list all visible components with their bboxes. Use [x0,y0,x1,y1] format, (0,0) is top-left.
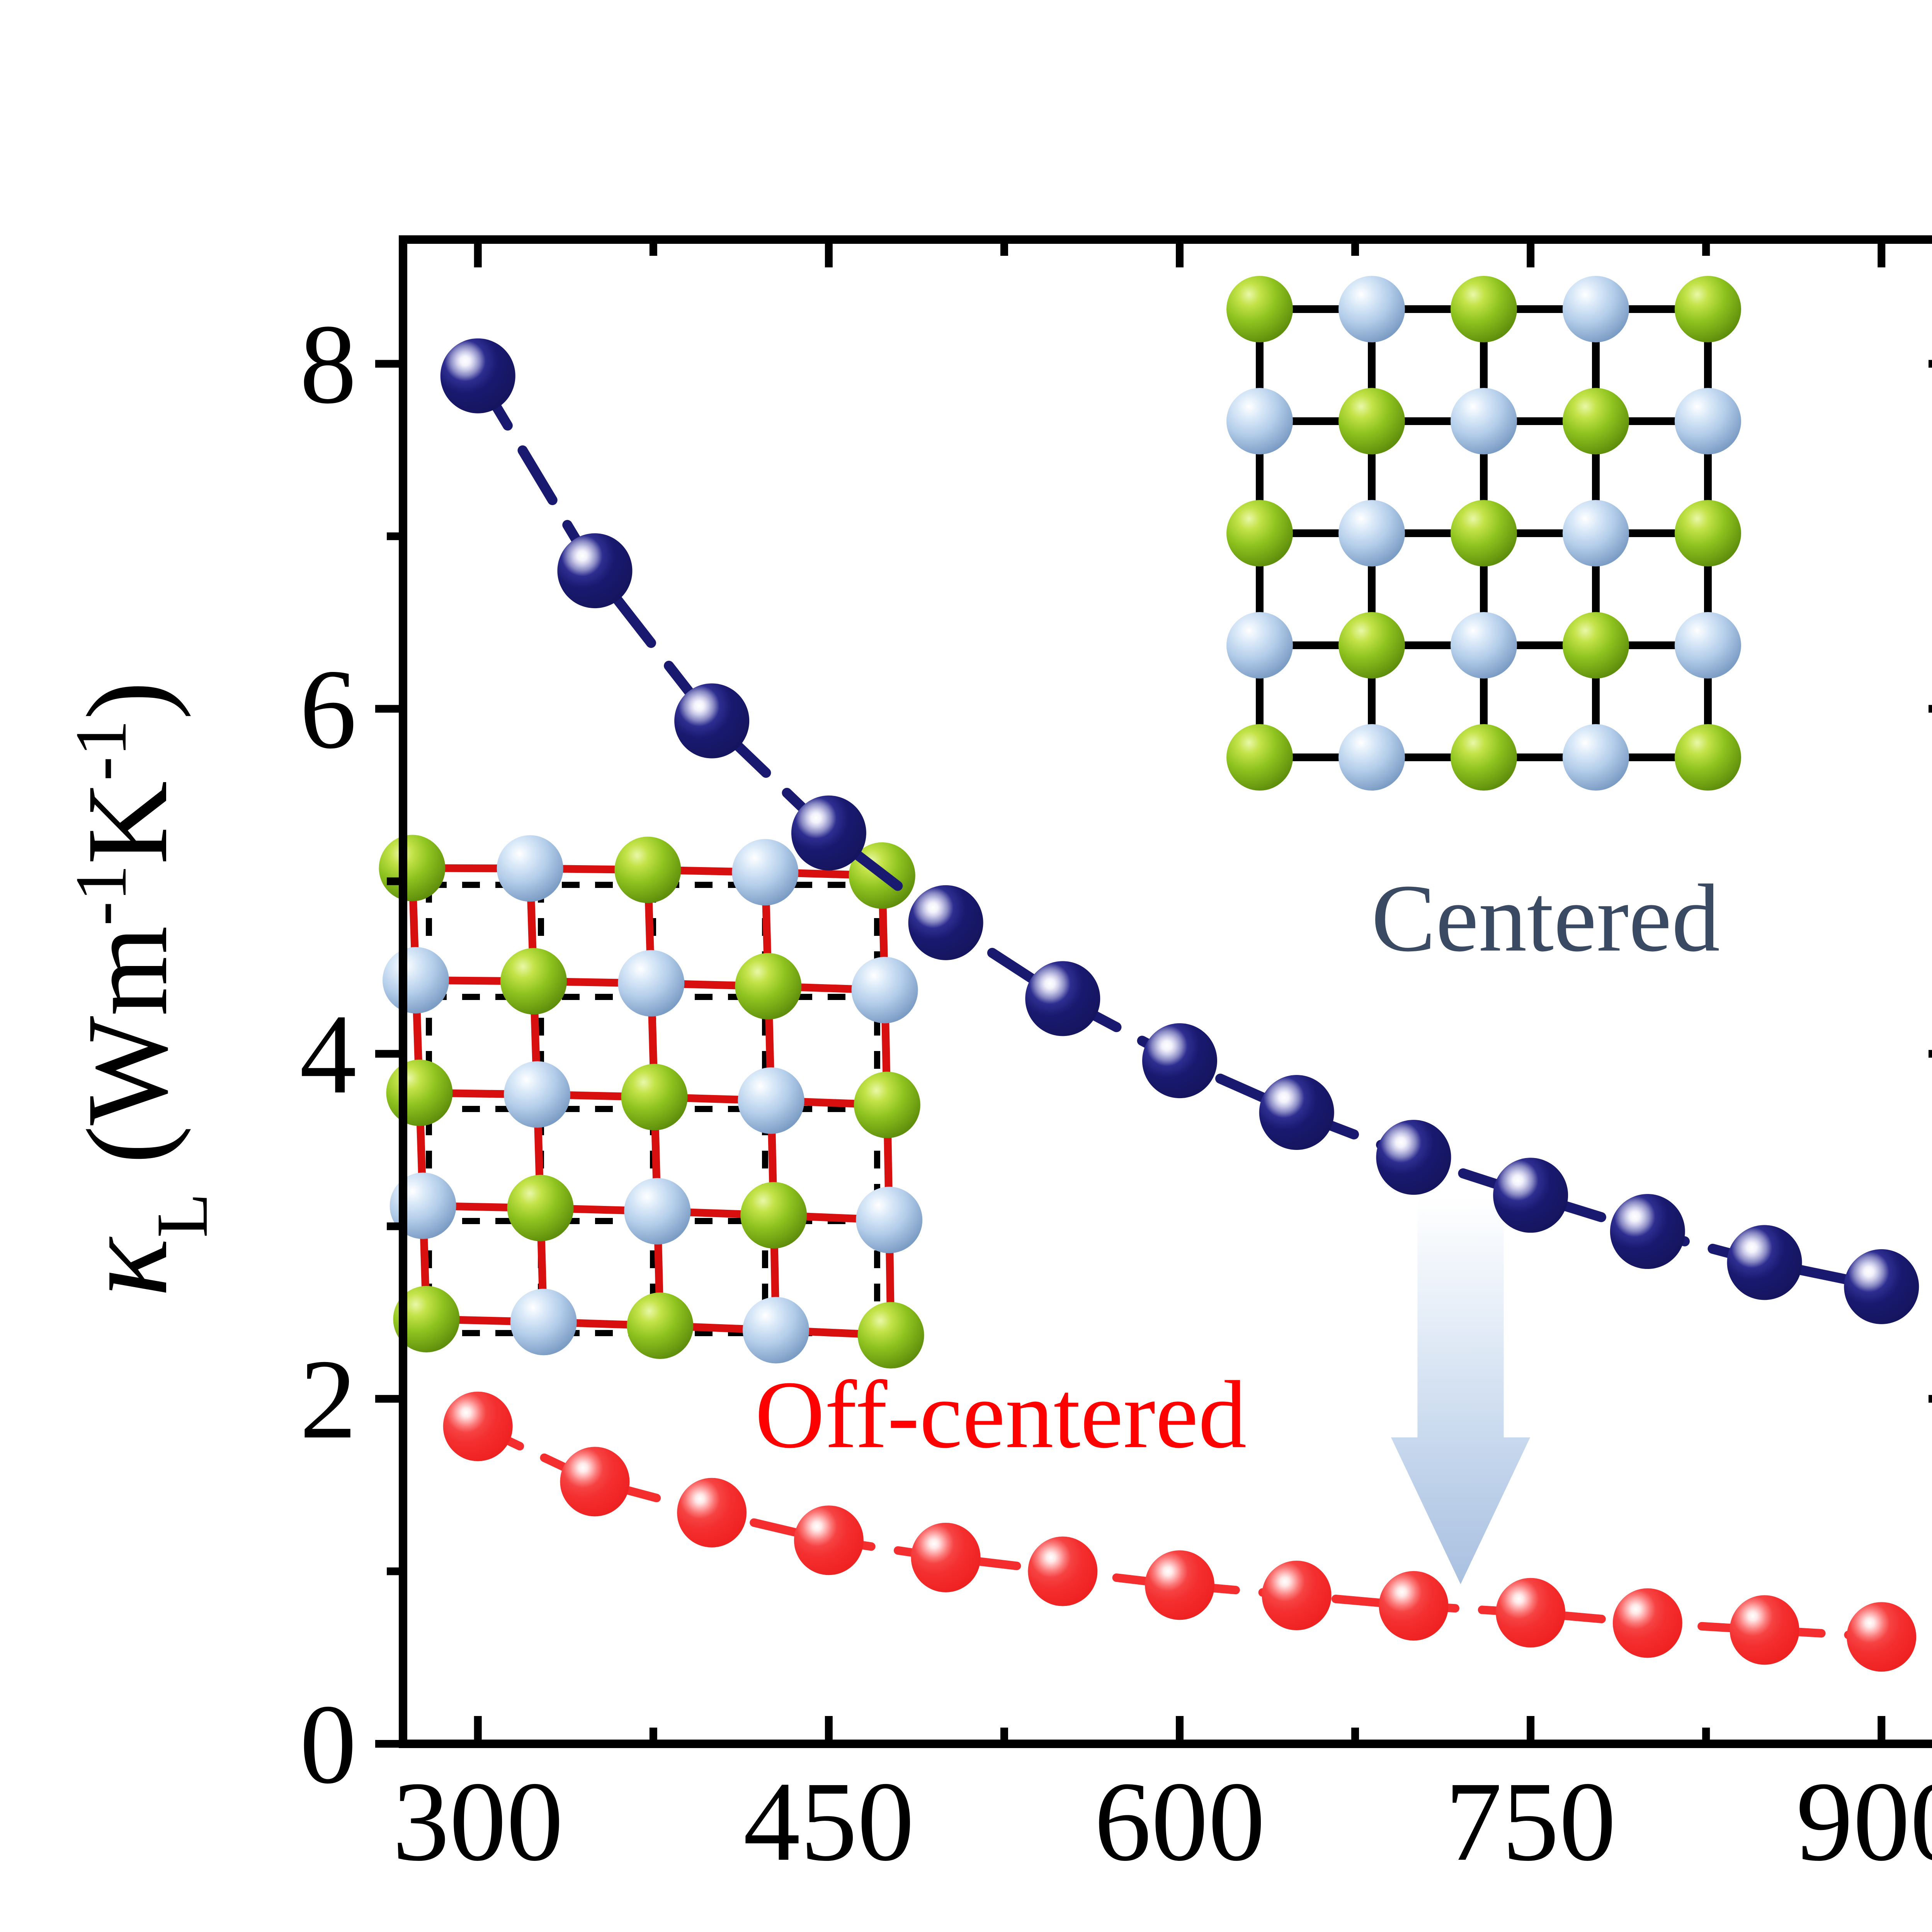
down-arrow-icon [1391,1198,1530,1584]
lattice-atom-green [1338,388,1405,454]
data-point [794,1505,864,1575]
x-tick-label: 900 [1796,1758,1932,1884]
data-point [1496,1578,1566,1648]
annotation-centered: Centered [1371,865,1720,972]
y-axis-ticks [375,360,1932,1748]
lattice-atom-blue [1451,388,1517,454]
data-point [1142,1023,1217,1099]
lattice-atom-blue [1338,276,1405,342]
lattice-atom-green [1675,500,1741,566]
x-axis-tick-labels: 300 450 600 750 900 [392,1758,1932,1884]
data-point [791,795,866,871]
inset-centered-lattice [1226,276,1741,791]
lattice-atom-green [507,1175,574,1242]
data-point [1262,1561,1332,1631]
lattice-atom-green [1226,724,1293,791]
annotation-off-centered: Off-centered [755,1361,1247,1468]
x-axis-ticks [474,240,1886,1744]
lattice-atom-blue [510,1289,577,1355]
x-tick-label: 750 [1445,1758,1616,1884]
y-axis-title-text: κL (Wm-1K-1) [56,681,223,1297]
lattice-atom-blue [503,1061,570,1128]
data-point [1145,1550,1214,1620]
x-tick-label: 450 [743,1758,915,1884]
lattice-atom-blue [1675,612,1741,679]
lattice-atom-green [1451,724,1517,791]
y-tick-label: 8 [300,301,357,427]
lattice-atom-green [386,1060,453,1126]
x-tick-label: 600 [1094,1758,1265,1884]
y-axis-tick-labels: 0 2 4 6 8 [300,301,357,1807]
lattice-atom-green [621,1064,688,1131]
lattice-atom-blue [1338,500,1405,566]
lattice-atom-green [1226,500,1293,566]
lattice-atom-blue [1338,724,1405,791]
lattice-atom-blue [743,1297,810,1364]
data-point [908,885,983,960]
data-point [1493,1158,1568,1233]
lattice-atom-green [1675,724,1741,791]
data-point [1844,1249,1919,1324]
lattice-atom-green [393,1286,460,1352]
data-point [674,683,750,759]
lattice-atom-green [1451,500,1517,566]
lattice-atom-blue [738,1067,804,1134]
data-point [1028,1536,1098,1606]
y-axis-title: κL (Wm-1K-1) [56,681,223,1297]
data-point [1259,1075,1334,1150]
data-point [1727,1225,1802,1300]
lattice-atom-blue [1226,612,1293,679]
data-point [1612,1588,1682,1658]
lattice-atom-green [735,953,802,1020]
y-tick-label: 6 [300,646,357,772]
data-point [911,1522,981,1592]
lattice-atom-green [1226,276,1293,342]
data-point [1847,1602,1917,1672]
lattice-atom-blue [732,839,799,906]
data-point [440,338,515,413]
lattice-atom-green [1563,612,1629,679]
y-tick-label: 4 [300,991,357,1117]
lattice-atom-green [740,1182,807,1249]
data-point [1379,1571,1449,1641]
lattice-atom-green [614,837,681,903]
data-point [443,1391,513,1461]
series-off-centered [443,1391,1917,1672]
lattice-atom-blue [618,950,685,1017]
y-tick-label: 0 [300,1681,357,1807]
lattice-atom-blue [1226,388,1293,454]
lattice-atom-green [1675,276,1741,342]
data-point [1376,1120,1451,1195]
lattice-atom-blue [856,1187,923,1253]
lattice-atom-blue [1563,276,1629,342]
lattice-atom-green [1338,612,1405,679]
lattice-atom-green [857,1302,924,1369]
series-centered [440,338,1919,1324]
lattice-atom-green [1563,388,1629,454]
data-point [557,533,633,609]
lattice-atom-blue [497,835,563,902]
data-point [1730,1595,1799,1665]
lattice-atom-green [1451,276,1517,342]
lattice-atom-blue [851,957,918,1024]
data-point [1025,961,1100,1036]
lattice-atom-blue [624,1178,691,1245]
x-tick-label: 300 [392,1758,563,1884]
lattice-atom-green [627,1292,694,1359]
lattice-atom-green [500,948,567,1015]
lattice-atom-green [854,1071,920,1138]
down-arrow-shape [1391,1198,1530,1584]
lattice-atom-blue [383,947,449,1014]
lattice-atom-blue [1563,500,1629,566]
lattice-atom-blue [1675,388,1741,454]
lattice-atom-green [379,835,446,901]
lattice-atom-blue [1563,724,1629,791]
data-point [560,1447,630,1517]
lattice-atom-blue [1451,612,1517,679]
data-point [1610,1194,1685,1269]
y-tick-label: 2 [300,1336,357,1462]
data-point [677,1478,747,1548]
